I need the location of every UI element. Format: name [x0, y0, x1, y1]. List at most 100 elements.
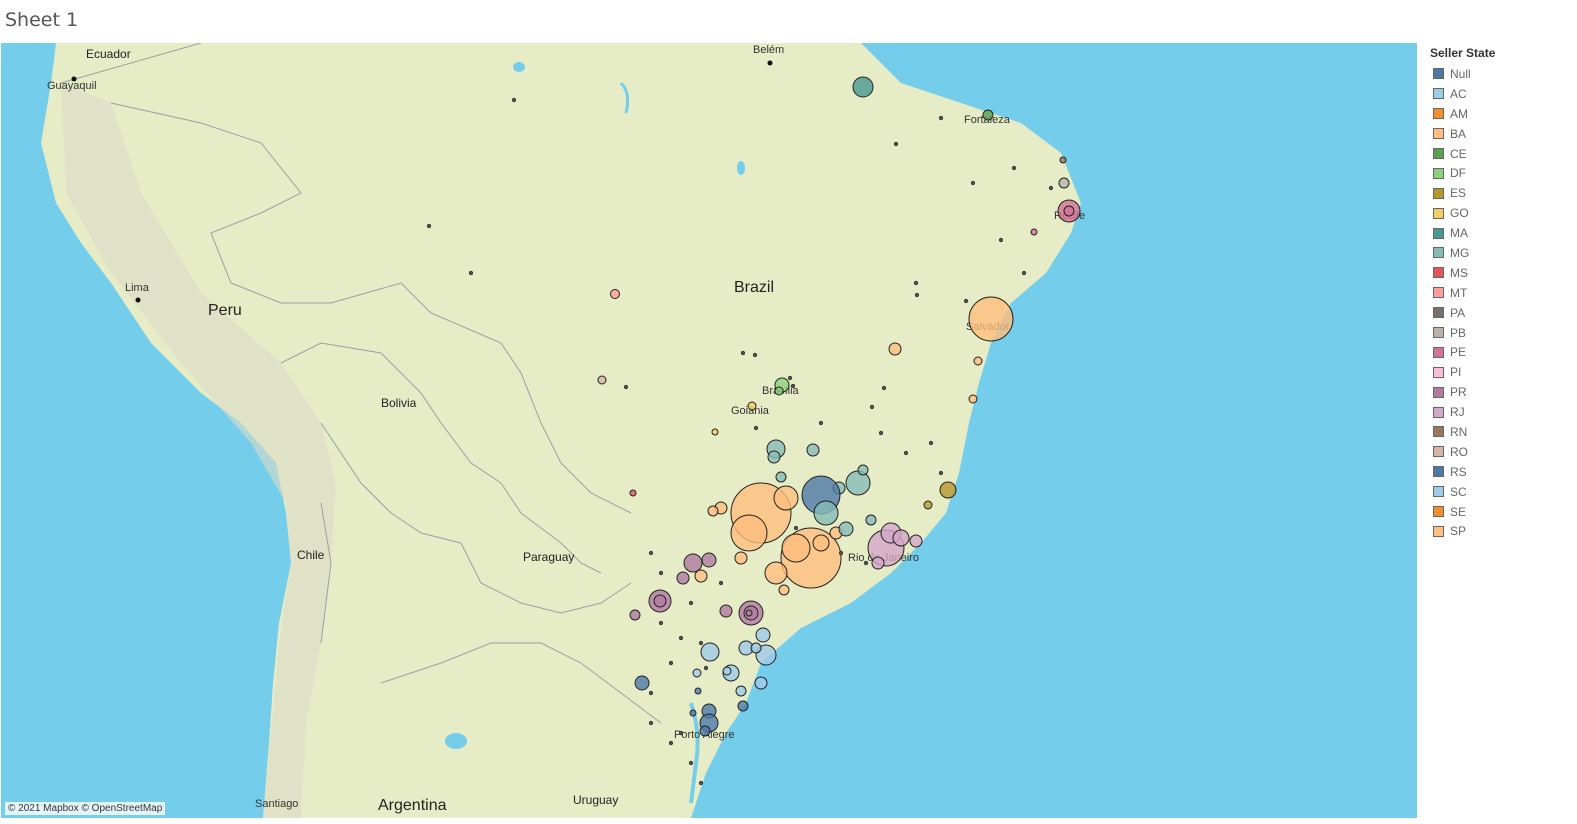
legend-item-mg[interactable]: MG — [1430, 243, 1570, 263]
seller-mark-small[interactable] — [688, 600, 694, 606]
seller-mark-small[interactable] — [668, 660, 674, 666]
seller-mark-sp[interactable] — [764, 561, 788, 585]
legend-item-ro[interactable]: RO — [1430, 442, 1570, 462]
seller-mark-pe[interactable] — [1030, 228, 1038, 236]
seller-mark-sc[interactable] — [750, 642, 762, 654]
seller-mark-small[interactable] — [938, 115, 944, 121]
seller-mark-small[interactable] — [718, 580, 724, 586]
seller-mark-pr[interactable] — [701, 552, 717, 568]
legend-item-pa[interactable]: PA — [1430, 303, 1570, 323]
legend-item-rj[interactable]: RJ — [1430, 402, 1570, 422]
seller-mark-mt[interactable] — [610, 289, 620, 299]
seller-mark-sp[interactable] — [773, 485, 799, 511]
seller-mark-small[interactable] — [914, 292, 920, 298]
seller-mark-mg[interactable] — [838, 521, 854, 537]
seller-mark-small[interactable] — [793, 525, 799, 531]
seller-mark-small[interactable] — [963, 298, 969, 304]
seller-mark-small[interactable] — [881, 385, 887, 391]
map-attribution[interactable]: © 2021 Mapbox © OpenStreetMap — [5, 802, 166, 815]
legend-item-pi[interactable]: PI — [1430, 362, 1570, 382]
seller-mark-small[interactable] — [928, 440, 934, 446]
seller-mark-rs[interactable] — [634, 675, 650, 691]
seller-mark-small[interactable] — [970, 180, 976, 186]
seller-mark-small[interactable] — [698, 640, 704, 646]
seller-mark-sc[interactable] — [755, 627, 771, 643]
seller-mark-go[interactable] — [747, 401, 757, 411]
seller-mark-mg[interactable] — [775, 471, 787, 483]
seller-mark-pr[interactable] — [653, 594, 667, 608]
seller-mark-small[interactable] — [998, 237, 1004, 243]
seller-mark-go[interactable] — [711, 428, 719, 436]
seller-mark-rs[interactable] — [737, 700, 749, 712]
seller-mark-small[interactable] — [938, 470, 944, 476]
seller-mark-pr[interactable] — [629, 609, 641, 621]
legend-item-ma[interactable]: MA — [1430, 223, 1570, 243]
seller-mark-sc[interactable] — [692, 668, 702, 678]
seller-mark-ce[interactable] — [982, 109, 994, 121]
legend-item-ba[interactable]: BA — [1430, 124, 1570, 144]
legend-item-pr[interactable]: PR — [1430, 382, 1570, 402]
seller-mark-small[interactable] — [658, 570, 664, 576]
seller-mark-small[interactable] — [688, 760, 694, 766]
seller-mark-small[interactable] — [648, 550, 654, 556]
legend-item-es[interactable]: ES — [1430, 183, 1570, 203]
seller-mark-mg[interactable] — [813, 500, 839, 526]
seller-mark-rj[interactable] — [871, 556, 885, 570]
seller-mark-small[interactable] — [678, 635, 684, 641]
seller-mark-mg[interactable] — [767, 450, 781, 464]
legend-item-df[interactable]: DF — [1430, 163, 1570, 183]
legend-item-null[interactable]: Null — [1430, 64, 1570, 84]
seller-mark-pr[interactable] — [676, 571, 690, 585]
seller-mark-small[interactable] — [678, 730, 684, 736]
legend-item-sc[interactable]: SC — [1430, 482, 1570, 502]
seller-mark-ba[interactable] — [888, 342, 902, 356]
seller-mark-small[interactable] — [818, 420, 824, 426]
seller-mark-small[interactable] — [658, 620, 664, 626]
seller-marks[interactable] — [1, 43, 1417, 818]
seller-mark-ms[interactable] — [629, 489, 637, 497]
seller-mark-small[interactable] — [1021, 270, 1027, 276]
legend-item-sp[interactable]: SP — [1430, 521, 1570, 541]
seller-mark-small[interactable] — [787, 375, 793, 381]
legend-item-rn[interactable]: RN — [1430, 422, 1570, 442]
seller-mark-small[interactable] — [913, 280, 919, 286]
legend-item-pe[interactable]: PE — [1430, 342, 1570, 362]
seller-mark-ba[interactable] — [968, 296, 1014, 342]
legend-item-am[interactable]: AM — [1430, 104, 1570, 124]
seller-mark-small[interactable] — [426, 223, 432, 229]
seller-mark-sp[interactable] — [730, 514, 768, 552]
seller-mark-small[interactable] — [753, 425, 759, 431]
seller-mark-small[interactable] — [740, 350, 746, 356]
seller-mark-small[interactable] — [648, 720, 654, 726]
legend-item-ac[interactable]: AC — [1430, 84, 1570, 104]
seller-mark-rn[interactable] — [1059, 156, 1067, 164]
seller-mark-rj[interactable] — [909, 534, 923, 548]
legend-item-se[interactable]: SE — [1430, 502, 1570, 522]
legend-item-go[interactable]: GO — [1430, 203, 1570, 223]
seller-mark-pr[interactable] — [745, 609, 753, 617]
seller-mark-es[interactable] — [923, 500, 933, 510]
seller-mark-small[interactable] — [869, 404, 875, 410]
seller-mark-sp[interactable] — [734, 551, 748, 565]
seller-mark-small[interactable] — [1048, 185, 1054, 191]
seller-mark-mg[interactable] — [845, 470, 871, 496]
seller-mark-mg[interactable] — [865, 514, 877, 526]
legend-item-ms[interactable]: MS — [1430, 263, 1570, 283]
seller-mark-ma[interactable] — [852, 76, 874, 98]
seller-mark-pr[interactable] — [683, 553, 703, 573]
seller-mark-ro[interactable] — [597, 375, 607, 385]
seller-mark-small[interactable] — [703, 665, 709, 671]
seller-mark-small[interactable] — [468, 270, 474, 276]
legend-item-pb[interactable]: PB — [1430, 323, 1570, 343]
seller-mark-rs[interactable] — [694, 687, 702, 695]
seller-mark-small[interactable] — [893, 141, 899, 147]
seller-mark-sc[interactable] — [722, 666, 732, 676]
seller-mark-sc[interactable] — [700, 642, 720, 662]
seller-mark-sp[interactable] — [778, 584, 790, 596]
seller-mark-small[interactable] — [790, 383, 796, 389]
seller-mark-rj[interactable] — [892, 529, 910, 547]
seller-mark-small[interactable] — [648, 690, 654, 696]
map-view[interactable]: Ecuador Peru Brazil Bolivia Chile Paragu… — [1, 43, 1417, 818]
map-canvas[interactable] — [1, 43, 1417, 818]
seller-mark-small[interactable] — [752, 352, 758, 358]
